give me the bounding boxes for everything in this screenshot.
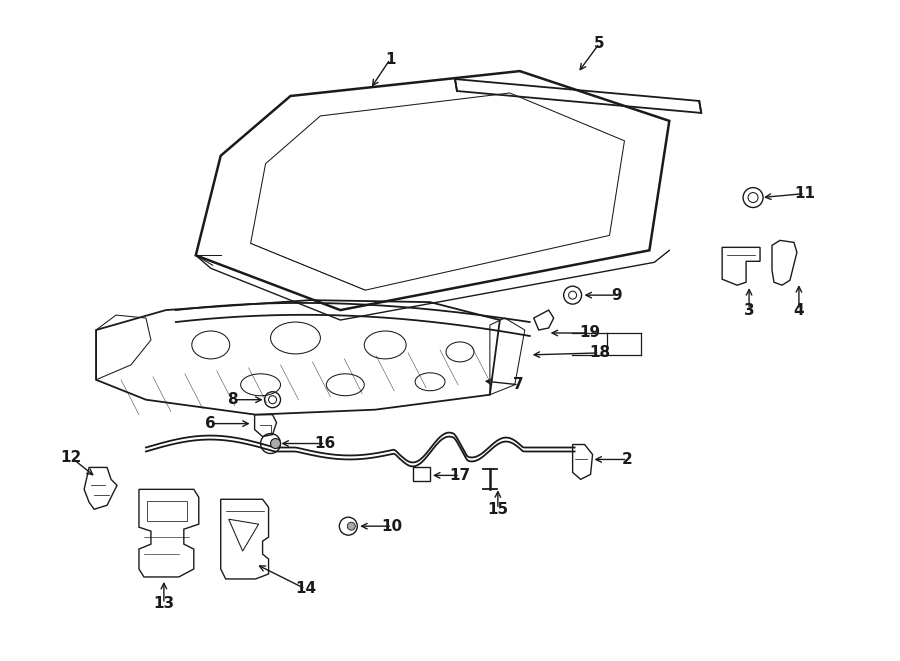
Text: 12: 12 — [60, 450, 82, 465]
Text: 16: 16 — [315, 436, 336, 451]
Text: 1: 1 — [385, 52, 395, 67]
Text: 2: 2 — [622, 452, 633, 467]
Text: 4: 4 — [794, 303, 805, 317]
Bar — [413, 467, 430, 481]
Text: 10: 10 — [382, 519, 402, 533]
Text: 9: 9 — [611, 288, 622, 303]
Circle shape — [347, 522, 356, 530]
Text: 17: 17 — [449, 468, 471, 483]
Text: 5: 5 — [594, 36, 605, 51]
Text: 13: 13 — [153, 596, 175, 611]
Text: 15: 15 — [487, 502, 508, 517]
Text: 3: 3 — [743, 303, 754, 317]
Text: 19: 19 — [579, 325, 600, 340]
Text: 7: 7 — [514, 377, 524, 392]
Circle shape — [271, 438, 281, 449]
Text: 11: 11 — [795, 186, 815, 201]
Text: 8: 8 — [228, 392, 238, 407]
Text: 18: 18 — [589, 346, 610, 360]
Text: 6: 6 — [205, 416, 216, 431]
Text: 14: 14 — [295, 582, 316, 596]
